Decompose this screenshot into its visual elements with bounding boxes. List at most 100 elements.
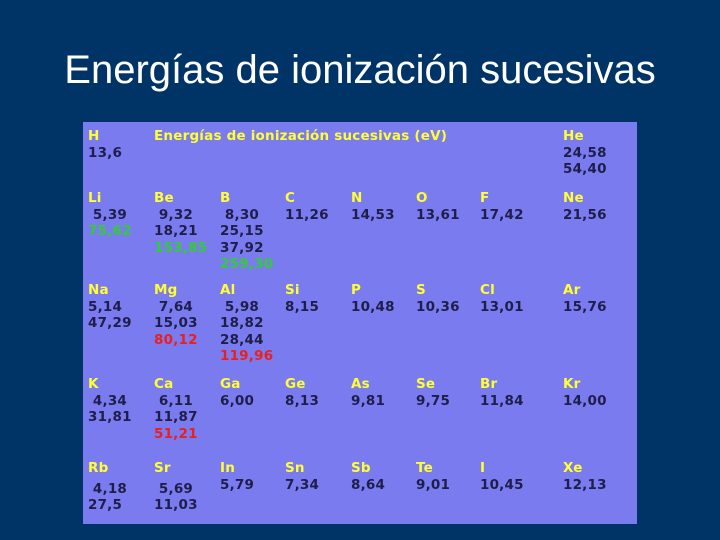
- element-cell-ar: Ar 15,76: [563, 282, 607, 315]
- element-cell-xe: Xe 12,13: [563, 460, 607, 493]
- element-symbol: Mg: [154, 282, 178, 298]
- element-cell-rb: Rb 4,18 27,5: [88, 460, 127, 514]
- element-symbol: Ar: [563, 282, 581, 298]
- element-cell-s: S 10,36: [416, 282, 460, 315]
- element-symbol: Al: [220, 282, 236, 298]
- ionization-energy-value: 259,30: [220, 256, 274, 272]
- element-cell-cl: Cl 13,01: [480, 282, 524, 315]
- element-symbol: Ca: [154, 376, 174, 392]
- ionization-energy-value: 25,15: [220, 223, 264, 239]
- ionization-energy-value: 8,64: [351, 476, 386, 493]
- element-cell-b: B 8,30 25,15 37,92 259,30: [220, 190, 273, 273]
- element-cell-h: H 13,6: [88, 128, 122, 161]
- slide-title: Energías de ionización sucesivas: [64, 48, 656, 92]
- element-symbol: Si: [285, 282, 300, 298]
- ionization-energy-value: 11,03: [154, 497, 198, 513]
- element-cell-n: N 14,53: [351, 190, 395, 223]
- element-symbol: He: [563, 128, 584, 144]
- ionization-energy-value: 10,45: [480, 476, 524, 493]
- element-symbol: Br: [480, 376, 498, 392]
- ionization-energy-value: 80,12: [154, 331, 198, 348]
- ionization-energy-value: 5,14: [88, 298, 123, 315]
- element-symbol: H: [88, 128, 100, 144]
- element-symbol: Cl: [480, 282, 495, 298]
- element-cell-ga: Ga 6,00: [220, 376, 254, 409]
- ionization-energy-value: 5,39: [88, 206, 128, 223]
- element-cell-sb: Sb 8,64: [351, 460, 385, 493]
- element-cell-mg: Mg 7,64 15,03 80,12: [154, 282, 198, 348]
- element-cell-p: P 10,48: [351, 282, 395, 315]
- element-cell-as: As 9,81: [351, 376, 385, 409]
- element-symbol: As: [351, 376, 370, 392]
- ionization-energy-value: 47,29: [88, 315, 132, 331]
- element-symbol: Ge: [285, 376, 306, 392]
- ionization-energy-value: 7,34: [285, 476, 320, 493]
- ionization-energy-value: 14,53: [351, 206, 395, 223]
- ionization-energy-value: 15,03: [154, 315, 198, 331]
- ionization-energy-value: 24,58: [563, 144, 607, 161]
- ionization-energy-value: 11,84: [480, 392, 524, 409]
- element-symbol: O: [416, 190, 428, 206]
- ionization-energy-value: 14,00: [563, 392, 607, 409]
- element-symbol: N: [351, 190, 363, 206]
- ionization-energy-value: 13,61: [416, 206, 460, 223]
- ionization-energy-value: 18,21: [154, 223, 198, 239]
- element-cell-na: Na 5,14 47,29: [88, 282, 132, 332]
- table-title: Energías de ionización sucesivas (eV): [154, 128, 448, 144]
- element-cell-he: He 24,58 54,40: [563, 128, 607, 178]
- element-cell-sn: Sn 7,34: [285, 460, 319, 493]
- element-cell-c: C 11,26: [285, 190, 329, 223]
- element-symbol: P: [351, 282, 362, 298]
- element-symbol: Li: [88, 190, 102, 206]
- element-symbol: K: [88, 376, 99, 392]
- ionization-energy-value: 12,13: [563, 476, 607, 493]
- element-cell-o: O 13,61: [416, 190, 460, 223]
- element-cell-ne: Ne 21,56: [563, 190, 607, 223]
- ionization-energy-value: 9,32: [154, 206, 194, 223]
- ionization-energy-value: 18,82: [220, 315, 264, 331]
- ionization-energy-value: 8,13: [285, 392, 320, 409]
- element-cell-al: Al 5,98 18,82 28,44 119,96: [220, 282, 273, 365]
- ionization-energy-value: 153,85: [154, 239, 208, 256]
- element-symbol: Sb: [351, 460, 371, 476]
- element-symbol: F: [480, 190, 490, 206]
- element-symbol: Sr: [154, 460, 171, 476]
- ionization-energy-value: 7,64: [154, 298, 194, 315]
- element-symbol: C: [285, 190, 296, 206]
- ionization-energy-value: 75,62: [88, 223, 132, 239]
- ionization-energy-value: 4,18: [88, 480, 128, 497]
- ionization-energy-value: 5,79: [220, 476, 255, 493]
- element-cell-ca: Ca 6,11 11,87 51,21: [154, 376, 198, 442]
- ionization-energy-value: 6,11: [154, 392, 194, 409]
- ionization-energy-value: 51,21: [154, 425, 198, 442]
- element-cell-sr: Sr 5,69 11,03: [154, 460, 198, 514]
- ionization-energy-value: 8,30: [220, 206, 260, 223]
- element-symbol: Ga: [220, 376, 241, 392]
- ionization-energy-value: 11,26: [285, 206, 329, 223]
- ionization-energy-value: 28,44: [220, 331, 264, 348]
- ionization-energy-value: 31,81: [88, 409, 132, 425]
- element-cell-kr: Kr 14,00: [563, 376, 607, 409]
- element-cell-li: Li 5,39 75,62: [88, 190, 132, 240]
- ionization-energy-value: 119,96: [220, 348, 274, 364]
- ionization-energy-value: 15,76: [563, 298, 607, 315]
- ionization-energy-value: 5,98: [220, 298, 260, 315]
- element-symbol: Se: [416, 376, 436, 392]
- element-cell-i: I 10,45: [480, 460, 524, 493]
- element-symbol: Na: [88, 282, 109, 298]
- ionization-energy-value: 8,15: [285, 298, 320, 315]
- ionization-energy-value: 21,56: [563, 206, 607, 223]
- element-cell-be: Be 9,32 18,21 153,85: [154, 190, 207, 256]
- element-cell-te: Te 9,01: [416, 460, 450, 493]
- element-cell-se: Se 9,75: [416, 376, 450, 409]
- element-symbol: Te: [416, 460, 433, 476]
- element-cell-in: In 5,79: [220, 460, 254, 493]
- ionization-energy-value: 5,69: [154, 480, 194, 497]
- ionization-energy-value: 4,34: [88, 392, 128, 409]
- ionization-energy-value: 27,5: [88, 497, 123, 513]
- ionization-energy-value: 13,01: [480, 298, 524, 315]
- ionization-energy-value: 54,40: [563, 161, 607, 177]
- element-symbol: Rb: [88, 460, 109, 476]
- element-symbol: Xe: [563, 460, 583, 476]
